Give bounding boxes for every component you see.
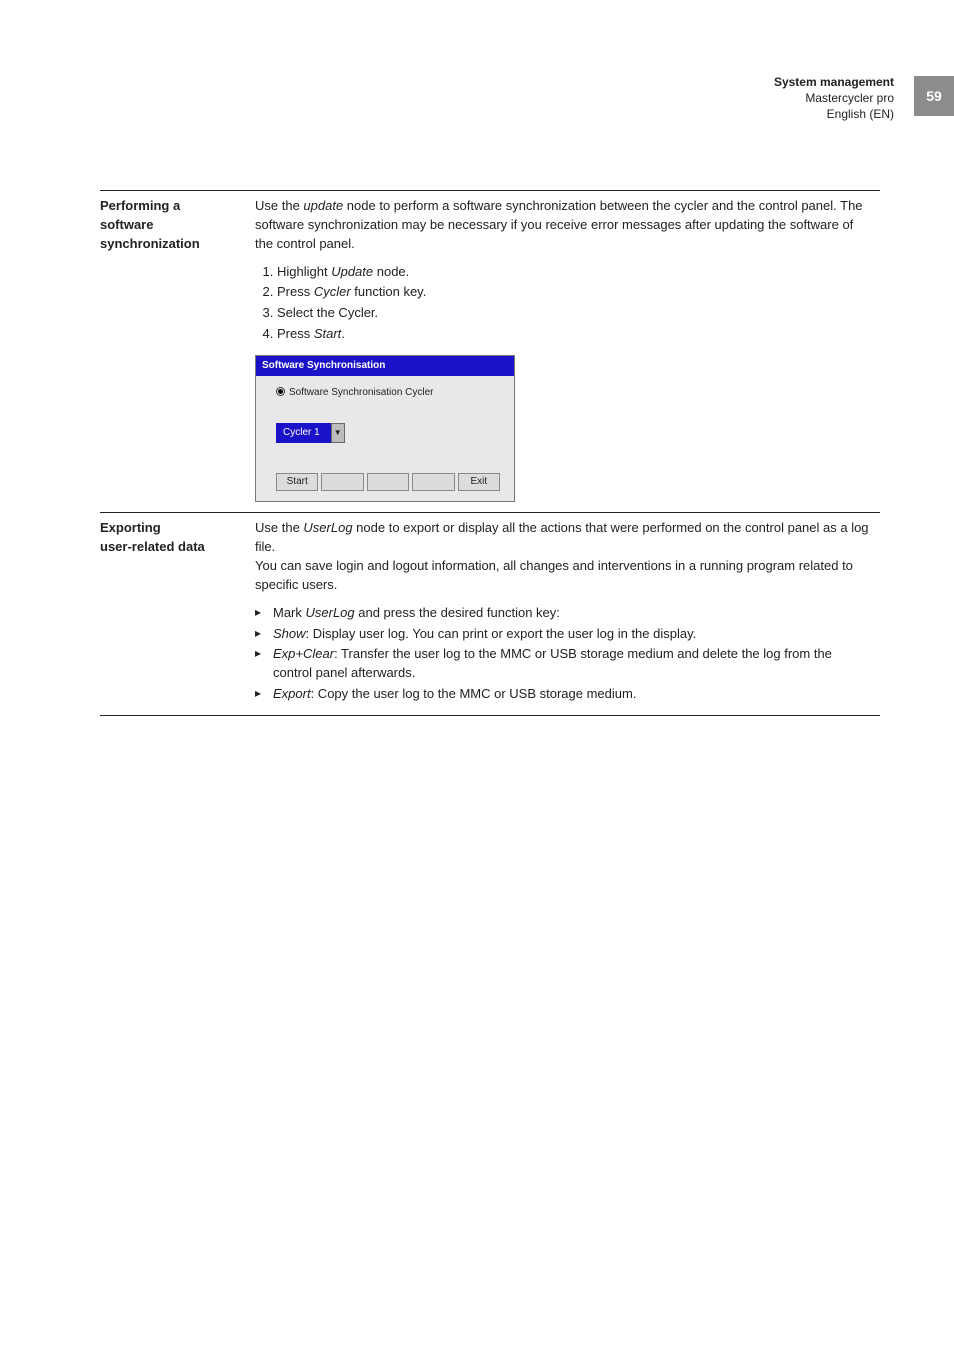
header-section: System management: [774, 74, 894, 90]
step-text: .: [341, 326, 345, 341]
label-text: Exporting: [100, 520, 161, 535]
dialog-title: Software Synchronisation: [256, 356, 514, 377]
instruction-table: Performing a software synchronization Us…: [100, 190, 880, 716]
cycler-select[interactable]: Cycler 1 ▼: [276, 423, 345, 444]
body-text: node to perform a software synchronizati…: [255, 198, 863, 251]
step-text: Press: [277, 284, 314, 299]
select-value: Cycler 1: [276, 423, 331, 444]
dialog-body: Software Synchronisation Cycler Cycler 1…: [256, 376, 514, 501]
step-text: Press: [277, 326, 314, 341]
body-text: Use the: [255, 520, 303, 535]
step-text: Select the Cycler.: [277, 305, 378, 320]
step-text-italic: Cycler: [314, 284, 351, 299]
page-header: System management Mastercycler pro Engli…: [774, 74, 894, 123]
label-text: Performing a: [100, 198, 180, 213]
software-sync-dialog: Software Synchronisation Software Synchr…: [255, 355, 515, 503]
dialog-button-row: Start Exit: [276, 473, 500, 491]
list-item: Mark UserLog and press the desired funct…: [255, 603, 874, 624]
table-row: Performing a software synchronization Us…: [100, 191, 880, 513]
bullet-text-italic: UserLog: [306, 605, 355, 620]
header-language: English (EN): [774, 106, 894, 122]
radio-label: Software Synchronisation Cycler: [289, 387, 434, 398]
bullet-text: and press the desired function key:: [355, 605, 560, 620]
body-text-italic: UserLog: [303, 520, 352, 535]
step-text: function key.: [351, 284, 427, 299]
blank-button[interactable]: [367, 473, 409, 491]
step-text: Highlight: [277, 264, 331, 279]
radio-icon: [276, 387, 285, 396]
list-item: Export: Copy the user log to the MMC or …: [255, 684, 874, 705]
exit-button[interactable]: Exit: [458, 473, 500, 491]
content-area: Performing a software synchronization Us…: [100, 190, 880, 716]
body-text: You can save login and logout informatio…: [255, 558, 853, 592]
list-item: Exp+Clear: Transfer the user log to the …: [255, 644, 874, 684]
bullet-text-italic: Exp+Clear: [273, 646, 334, 661]
chevron-down-icon: ▼: [331, 423, 345, 444]
list-item: Show: Display user log. You can print or…: [255, 624, 874, 645]
list-item: Select the Cycler.: [277, 303, 874, 324]
blank-button[interactable]: [412, 473, 454, 491]
body-text-italic: update: [303, 198, 343, 213]
step-text-italic: Update: [331, 264, 373, 279]
step-text-italic: Start: [314, 326, 341, 341]
body-text: Use the: [255, 198, 303, 213]
bullet-text: : Transfer the user log to the MMC or US…: [273, 646, 832, 680]
table-row: Exporting user-related data Use the User…: [100, 513, 880, 716]
list-item: Highlight Update node.: [277, 262, 874, 283]
bullet-text: Mark: [273, 605, 306, 620]
bullet-text: : Display user log. You can print or exp…: [306, 626, 697, 641]
start-button[interactable]: Start: [276, 473, 318, 491]
sync-cycler-radio[interactable]: Software Synchronisation Cycler: [276, 386, 500, 401]
bullet-text: : Copy the user log to the MMC or USB st…: [311, 686, 637, 701]
steps-list: Highlight Update node. Press Cycler func…: [255, 262, 874, 345]
row-body: Use the update node to perform a softwar…: [255, 191, 880, 513]
label-text: synchronization: [100, 236, 200, 251]
header-product: Mastercycler pro: [774, 90, 894, 106]
bullet-text-italic: Show: [273, 626, 306, 641]
page-number-tab: 59: [914, 76, 954, 116]
step-text: node.: [373, 264, 409, 279]
label-text: user-related data: [100, 539, 205, 554]
blank-button[interactable]: [321, 473, 363, 491]
list-item: Press Cycler function key.: [277, 282, 874, 303]
label-text: software: [100, 217, 153, 232]
bullet-text-italic: Export: [273, 686, 311, 701]
row-body: Use the UserLog node to export or displa…: [255, 513, 880, 716]
row-label: Exporting user-related data: [100, 513, 255, 716]
bullet-list: Mark UserLog and press the desired funct…: [255, 603, 874, 705]
list-item: Press Start.: [277, 324, 874, 345]
row-label: Performing a software synchronization: [100, 191, 255, 513]
